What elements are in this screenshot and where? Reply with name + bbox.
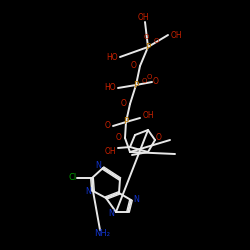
Text: P: P [133, 80, 139, 90]
Text: N: N [95, 162, 101, 170]
Text: O: O [156, 134, 162, 142]
Text: O: O [146, 74, 152, 80]
Text: NH₂: NH₂ [94, 230, 110, 238]
Text: N: N [133, 196, 139, 204]
Text: P: P [145, 42, 151, 51]
Text: O: O [131, 62, 137, 70]
Text: N: N [85, 186, 91, 196]
Text: O: O [116, 134, 122, 142]
Text: O: O [121, 100, 127, 108]
Text: O: O [141, 78, 147, 84]
Text: N: N [108, 210, 114, 218]
Text: O: O [153, 38, 159, 44]
Text: O: O [153, 78, 159, 86]
Text: OH: OH [170, 30, 182, 40]
Text: O: O [105, 122, 111, 130]
Text: HO: HO [106, 52, 118, 62]
Text: HO: HO [104, 84, 116, 92]
Text: O: O [143, 34, 149, 40]
Text: Cl: Cl [69, 174, 77, 182]
Text: P: P [123, 118, 129, 126]
Text: OH: OH [137, 12, 149, 22]
Text: OH: OH [142, 112, 154, 120]
Text: OH: OH [104, 146, 116, 156]
